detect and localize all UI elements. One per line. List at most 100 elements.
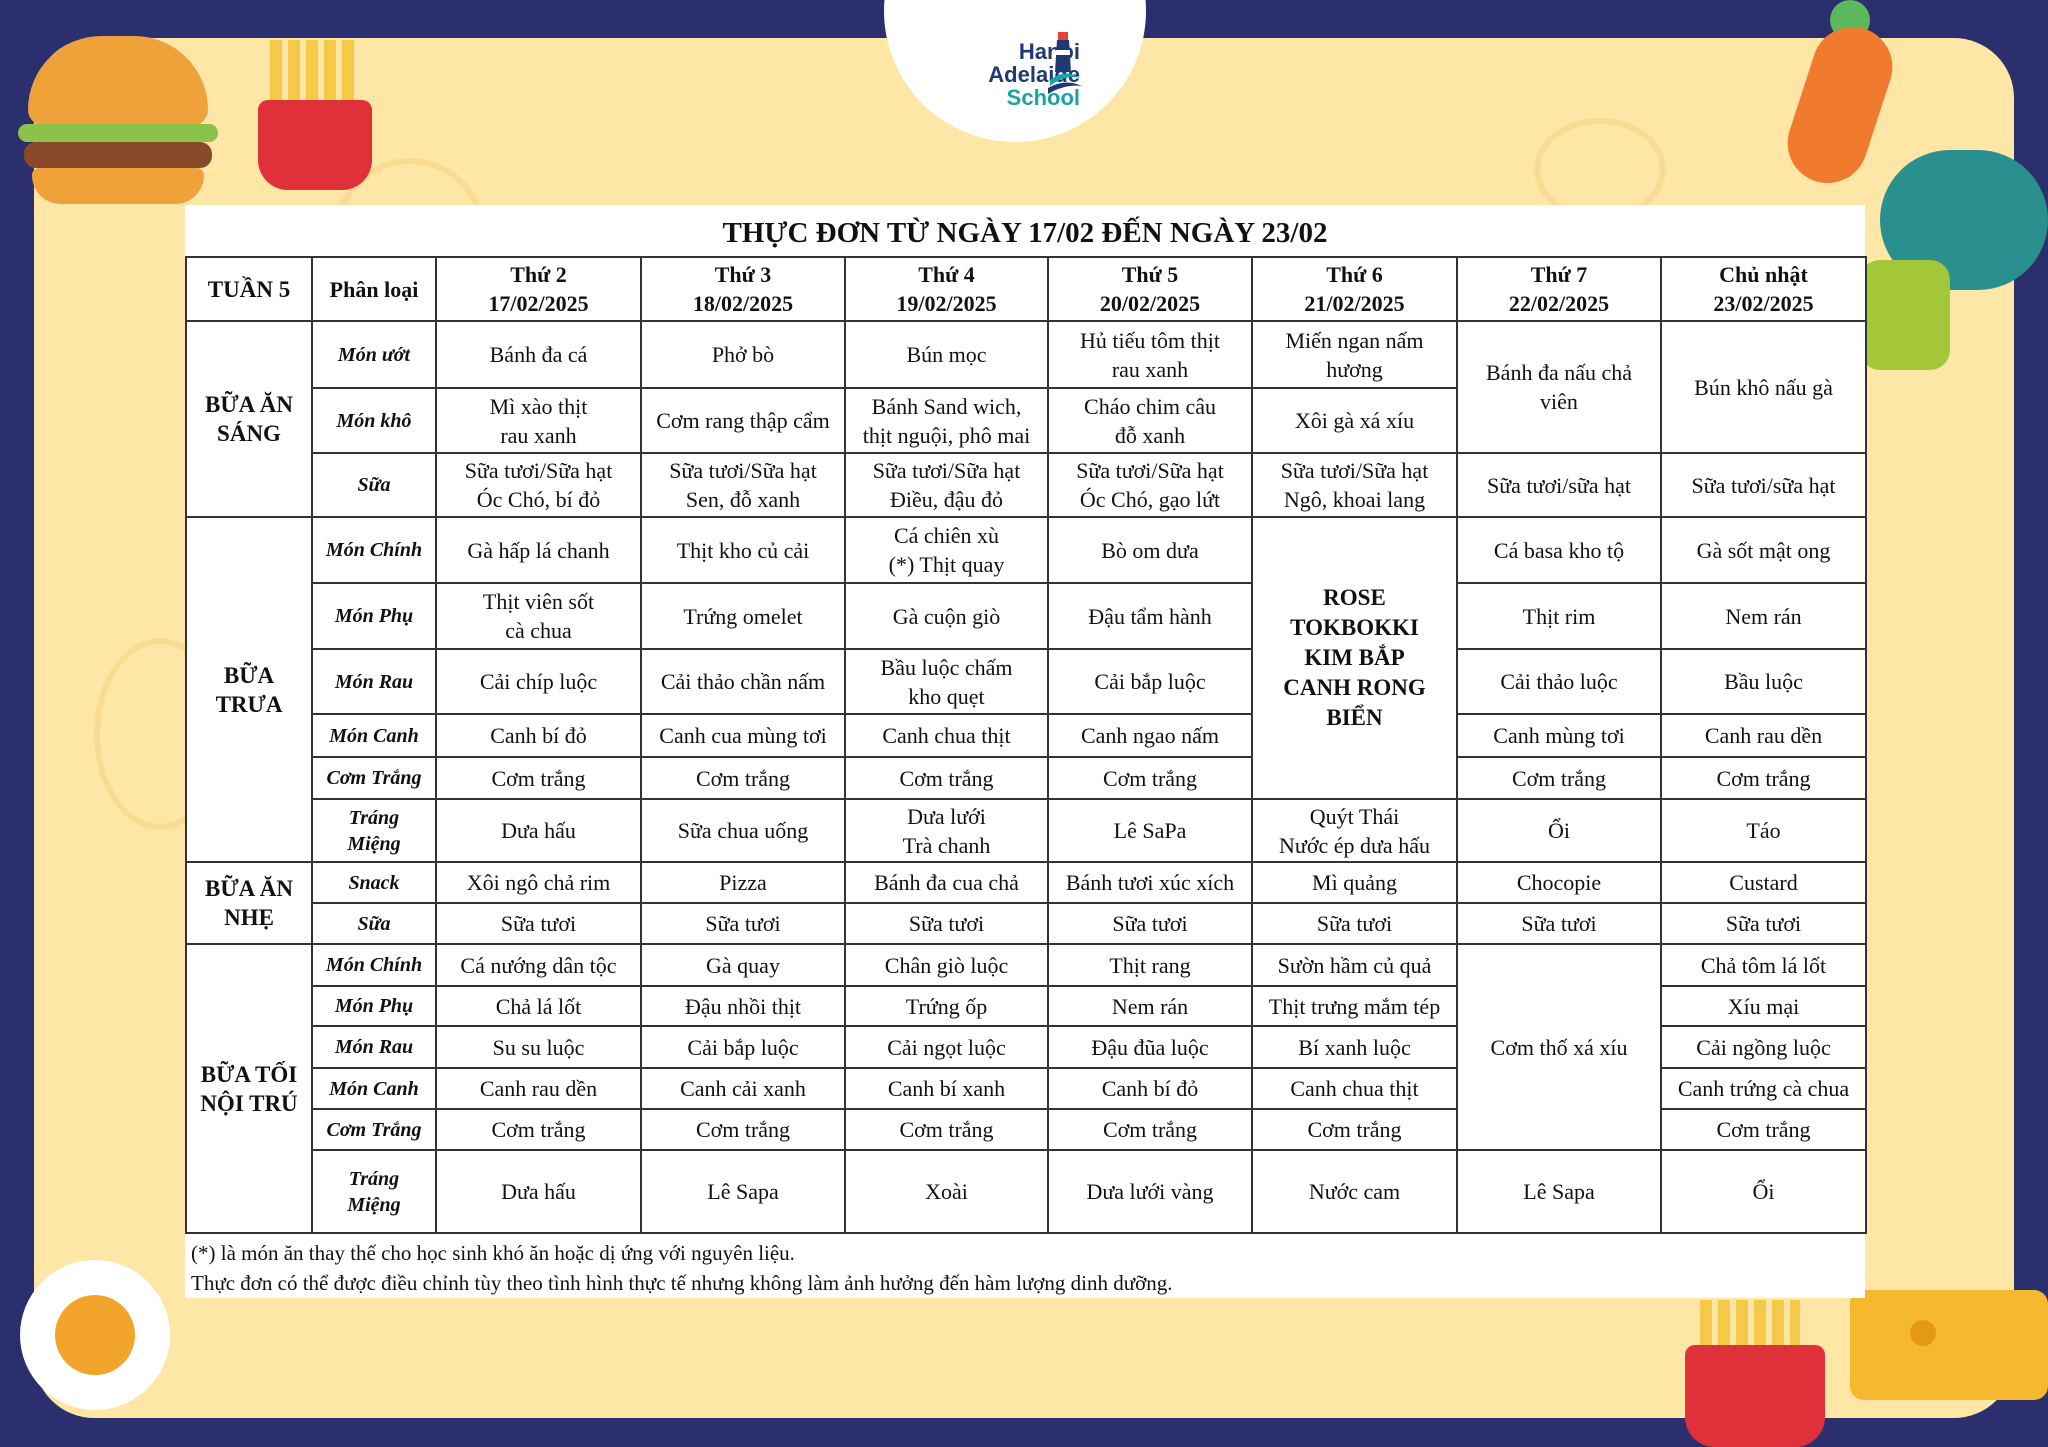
menu-row: Món khô Mì xào thịt rau xanh Cơm rang thập…	[186, 387, 1866, 454]
dish-cell: Cơm trắng	[1660, 1108, 1867, 1151]
dish-cell: Cải bắp luộc	[1047, 648, 1253, 715]
dish-cell: Sữa tươi/Sữa hạt Óc Chó, bí đỏ	[435, 452, 642, 518]
dish-cell: Canh chua thịt	[1251, 1067, 1458, 1110]
dish-cell: Bánh Sand wich, thịt nguội, phô mai	[844, 387, 1049, 454]
category-label: Tráng Miệng	[311, 1149, 437, 1234]
dish-cell: Bánh đa nấu chả viên	[1456, 320, 1662, 454]
dish-cell: Cơm trắng	[435, 756, 642, 800]
category-label: Cơm Trắng	[311, 1108, 437, 1151]
footnotes: (*) là món ăn thay thế cho học sinh khó …	[191, 1238, 1172, 1298]
dish-cell: Lê Sapa	[640, 1149, 846, 1234]
category-label: Món Canh	[311, 713, 437, 758]
carrot-illustration	[1777, 0, 1903, 194]
dish-cell: Canh cải xanh	[640, 1067, 846, 1110]
day-date: 17/02/2025	[488, 291, 589, 316]
menu-row: BỮA TRƯA Món Chính Gà hấp lá chanh Thịt kho…	[185, 516, 1867, 863]
day-date: 21/02/2025	[1304, 291, 1405, 316]
dish-cell: Bí xanh luộc	[1251, 1025, 1458, 1069]
dish-cell: Cải thảo luộc	[1456, 648, 1662, 715]
day-header: Chủ nhật 23/02/2025	[1660, 256, 1867, 322]
dish-cell: Sữa tươi	[1251, 902, 1458, 945]
dish-cell: Cải bắp luộc	[640, 1025, 846, 1069]
dish-cell: Bánh đa cua chả	[844, 861, 1049, 904]
dish-cell: Gà hấp lá chanh	[435, 516, 642, 584]
dish-cell: Dưa lưới Trà chanh	[844, 798, 1049, 863]
dish-cell: Xoài	[844, 1149, 1049, 1234]
dish-cell: Thịt trưng mắm tép	[1251, 985, 1458, 1027]
dish-cell: Canh trứng cà chua	[1660, 1067, 1867, 1110]
day-name: Thứ 4	[918, 262, 975, 287]
menu-row: Món Canh Canh bí đỏ Canh cua mùng tơi Canh …	[186, 713, 1867, 758]
day-name: Thứ 6	[1326, 262, 1383, 287]
day-header: Thứ 3 18/02/2025	[640, 256, 846, 322]
cheese-illustration	[1850, 1270, 2048, 1400]
dish-cell: Dưa hấu	[435, 798, 642, 863]
menu-row: BỮA ĂN NHẸ Snack Xôi ngô chả rim Pizza Bánh …	[185, 861, 1867, 945]
dish-cell: Sườn hầm củ quả	[1251, 943, 1458, 987]
menu-row: Món Phụ Thịt viên sốt cà chua Trứng omelet…	[186, 582, 1867, 650]
dish-cell: Xôi gà xá xíu	[1251, 387, 1458, 454]
dish-cell: Sữa tươi/Sữa hạt Óc Chó, gạo lứt	[1047, 452, 1253, 518]
dish-cell: Sữa chua uống	[640, 798, 846, 863]
dish-cell: Cải ngọt luộc	[844, 1025, 1049, 1069]
dish-cell: Sữa tươi	[435, 902, 642, 945]
dish-cell: Cơm trắng	[640, 1108, 846, 1151]
dish-cell: Bầu luộc chấm kho quẹt	[844, 648, 1049, 715]
dish-cell: Cơm trắng	[844, 1108, 1049, 1151]
dish-cell: Bầu luộc	[1660, 648, 1867, 715]
dish-cell: Quýt Thái Nước ép dưa hấu	[1251, 798, 1458, 863]
week-label: TUẦN 5	[185, 256, 313, 322]
dish-cell: Dưa hấu	[435, 1149, 642, 1234]
menu-row: Cơm Trắng Cơm trắng Cơm trắng Cơm trắng Cơm …	[186, 1108, 1867, 1151]
dish-cell: Sữa tươi	[1660, 902, 1867, 945]
dish-cell: Sữa tươi	[844, 902, 1049, 945]
day-header: Thứ 2 17/02/2025	[435, 256, 642, 322]
dish-cell: Bò om dưa	[1047, 516, 1253, 584]
dish-cell: Bánh tươi xúc xích	[1047, 861, 1253, 904]
dish-cell: Trứng ốp	[844, 985, 1049, 1027]
footnote-substitute: (*) là món ăn thay thế cho học sinh khó …	[191, 1241, 795, 1265]
day-name: Thứ 2	[510, 262, 567, 287]
dish-cell: Trứng omelet	[640, 582, 846, 650]
dish-cell: Canh rau dền	[1660, 713, 1867, 758]
day-header: Thứ 6 21/02/2025	[1251, 256, 1458, 322]
category-label: Sữa	[311, 902, 437, 945]
dish-cell: Sữa tươi	[1456, 902, 1662, 945]
dish-cell: Gà quay	[640, 943, 846, 987]
dish-cell: Mì xào thịt rau xanh	[435, 387, 642, 454]
menu-row: Món Rau Su su luộc Cải bắp luộc Cải ngọt lu…	[186, 1025, 1867, 1069]
dish-cell: Canh rau dền	[435, 1067, 642, 1110]
dish-cell: ROSE TOKBOKKI KIM BẮP CANH RONG BIỂN	[1251, 516, 1458, 800]
day-name: Thứ 5	[1121, 262, 1179, 287]
dish-cell: Hủ tiếu tôm thịt rau xanh	[1047, 320, 1253, 389]
category-label: Món Rau	[311, 648, 437, 715]
category-label: Món Rau	[311, 1025, 437, 1069]
category-header: Phân loại	[311, 256, 437, 322]
menu-row: Sữa Sữa tươi/Sữa hạt Óc Chó, bí đỏ Sữa tươ…	[186, 452, 1867, 518]
day-date: 20/02/2025	[1099, 291, 1201, 316]
dish-cell: Thịt rim	[1456, 582, 1662, 650]
category-label: Món Canh	[311, 1067, 437, 1110]
dish-cell: Thịt kho củ cải	[640, 516, 846, 584]
burger-illustration	[18, 36, 218, 211]
category-label: Món ướt	[311, 320, 437, 389]
menu-row: BỮA ĂN SÁNG Món ướt Bánh đa cá Phở bò Bún mọ…	[185, 320, 1867, 518]
dish-cell: Sữa tươi	[1047, 902, 1253, 945]
category-label: Món Phụ	[311, 582, 437, 650]
dish-cell: Sữa tươi	[640, 902, 846, 945]
dish-cell: Gà sốt mật ong	[1660, 516, 1867, 584]
category-label: Món Chính	[311, 516, 437, 584]
dish-cell: Dưa lưới vàng	[1047, 1149, 1253, 1234]
lighthouse-icon	[1048, 32, 1082, 94]
dish-cell: Cháo chim câu đỗ xanh	[1047, 387, 1253, 454]
dish-cell: Cá chiên xù (*) Thịt quay	[844, 516, 1049, 584]
dish-cell: Canh bí đỏ	[435, 713, 642, 758]
menu-row: Sữa Sữa tươi Sữa tươi Sữa tươi Sữa tươi Sữa t…	[186, 902, 1867, 945]
dish-cell: Cơm trắng	[435, 1108, 642, 1151]
day-name: Chủ nhật	[1719, 262, 1808, 287]
category-label: Món Chính	[311, 943, 437, 987]
dish-cell: Bún khô nấu gà	[1660, 320, 1867, 454]
dish-cell: Sữa tươi/Sữa hạt Ngô, khoai lang	[1251, 452, 1458, 518]
dish-cell: Cơm trắng	[1047, 1108, 1253, 1151]
dish-cell: Chả tôm lá lốt	[1660, 943, 1867, 987]
